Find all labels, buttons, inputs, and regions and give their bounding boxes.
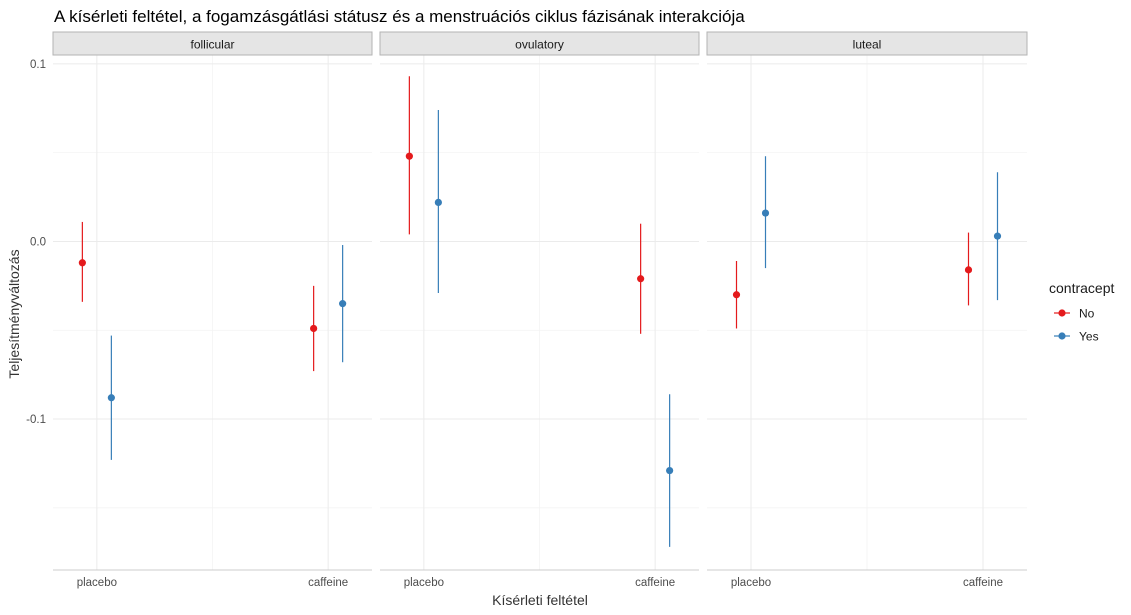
facet-strip xyxy=(379,31,700,56)
data-point xyxy=(964,266,973,274)
data-point xyxy=(637,275,645,283)
data-point xyxy=(761,209,770,217)
facet-strip xyxy=(706,31,1028,56)
legend-key-point xyxy=(1058,332,1066,340)
data-point xyxy=(666,466,674,475)
y-tick-label: -0.1 xyxy=(26,414,46,426)
legend-title: contracept xyxy=(1049,280,1114,296)
facet-panel-ovulatory: ovulatory placebo caffeine xyxy=(379,31,700,589)
legend-key-point xyxy=(1058,309,1066,317)
x-tick-label: placebo xyxy=(731,577,771,589)
y-axis-title: Teljesítményváltozás xyxy=(6,249,22,378)
data-point xyxy=(310,324,318,333)
facet-strip-label: ovulatory xyxy=(515,38,564,52)
data-point xyxy=(339,300,347,308)
facet-strip-label: luteal xyxy=(853,38,882,52)
legend: contracept No Yes xyxy=(1049,280,1114,344)
x-tick-label: placebo xyxy=(404,577,444,589)
x-tick-label: caffeine xyxy=(963,577,1003,589)
x-tick-label: placebo xyxy=(77,577,117,589)
data-point xyxy=(405,152,413,160)
data-point xyxy=(732,291,741,299)
data-point xyxy=(107,394,115,402)
facet-panel-luteal: luteal placebo caffeine xyxy=(706,31,1028,589)
facet-panel-follicular: follicular placebo caffeine xyxy=(52,31,373,589)
chart-title: A kísérleti feltétel, a fogamzásgátlási … xyxy=(54,7,745,26)
y-tick-label: 0.1 xyxy=(30,59,46,71)
x-axis-title: Kísérleti feltétel xyxy=(492,592,588,608)
facet-strip xyxy=(52,31,373,56)
legend-key-no xyxy=(1054,309,1070,317)
data-point xyxy=(78,259,86,267)
legend-label: No xyxy=(1079,307,1095,321)
x-tick-label: caffeine xyxy=(635,577,675,589)
facet-strip-label: follicular xyxy=(190,38,234,52)
x-tick-label: caffeine xyxy=(308,577,348,589)
legend-key-yes xyxy=(1054,332,1070,340)
facet-panels: follicular placebo caffeine ovulatory placeb… xyxy=(26,31,1028,589)
data-point xyxy=(993,232,1002,240)
data-point xyxy=(434,198,442,206)
y-tick-label: 0.0 xyxy=(30,236,46,248)
legend-label: Yes xyxy=(1079,330,1099,344)
